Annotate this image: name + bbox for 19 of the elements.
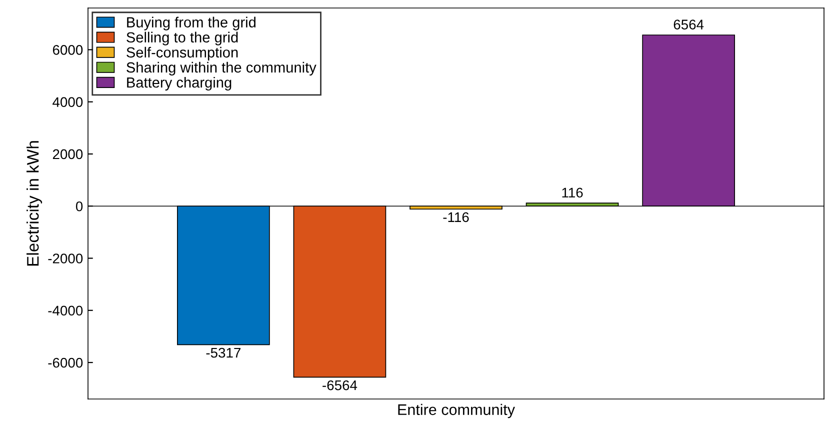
y-axis-title: Electricity in kWh xyxy=(26,141,42,266)
data-label: -6564 xyxy=(322,380,358,390)
data-label: 6564 xyxy=(674,20,704,30)
y-tick-label: 0 xyxy=(76,201,83,212)
x-tick-label: Entire community xyxy=(398,404,515,418)
legend-label: Buying from the grid xyxy=(127,16,256,30)
data-label: -116 xyxy=(443,212,469,222)
legend-label: Selling to the grid xyxy=(126,32,238,46)
y-tick-label: -6000 xyxy=(48,358,83,368)
y-tick-label: -2000 xyxy=(48,254,83,264)
legend-label: Sharing within the community xyxy=(126,62,316,76)
y-tick-label: -4000 xyxy=(48,306,83,316)
data-label: 116 xyxy=(562,188,583,198)
y-tick-label: 2000 xyxy=(52,149,83,160)
data-label: -5317 xyxy=(206,348,240,358)
y-tick-label: 4000 xyxy=(52,97,83,108)
y-tick-label: 6000 xyxy=(52,45,83,55)
legend-label: Battery charging xyxy=(127,76,232,91)
legend-label: Self-consumption xyxy=(126,46,238,60)
